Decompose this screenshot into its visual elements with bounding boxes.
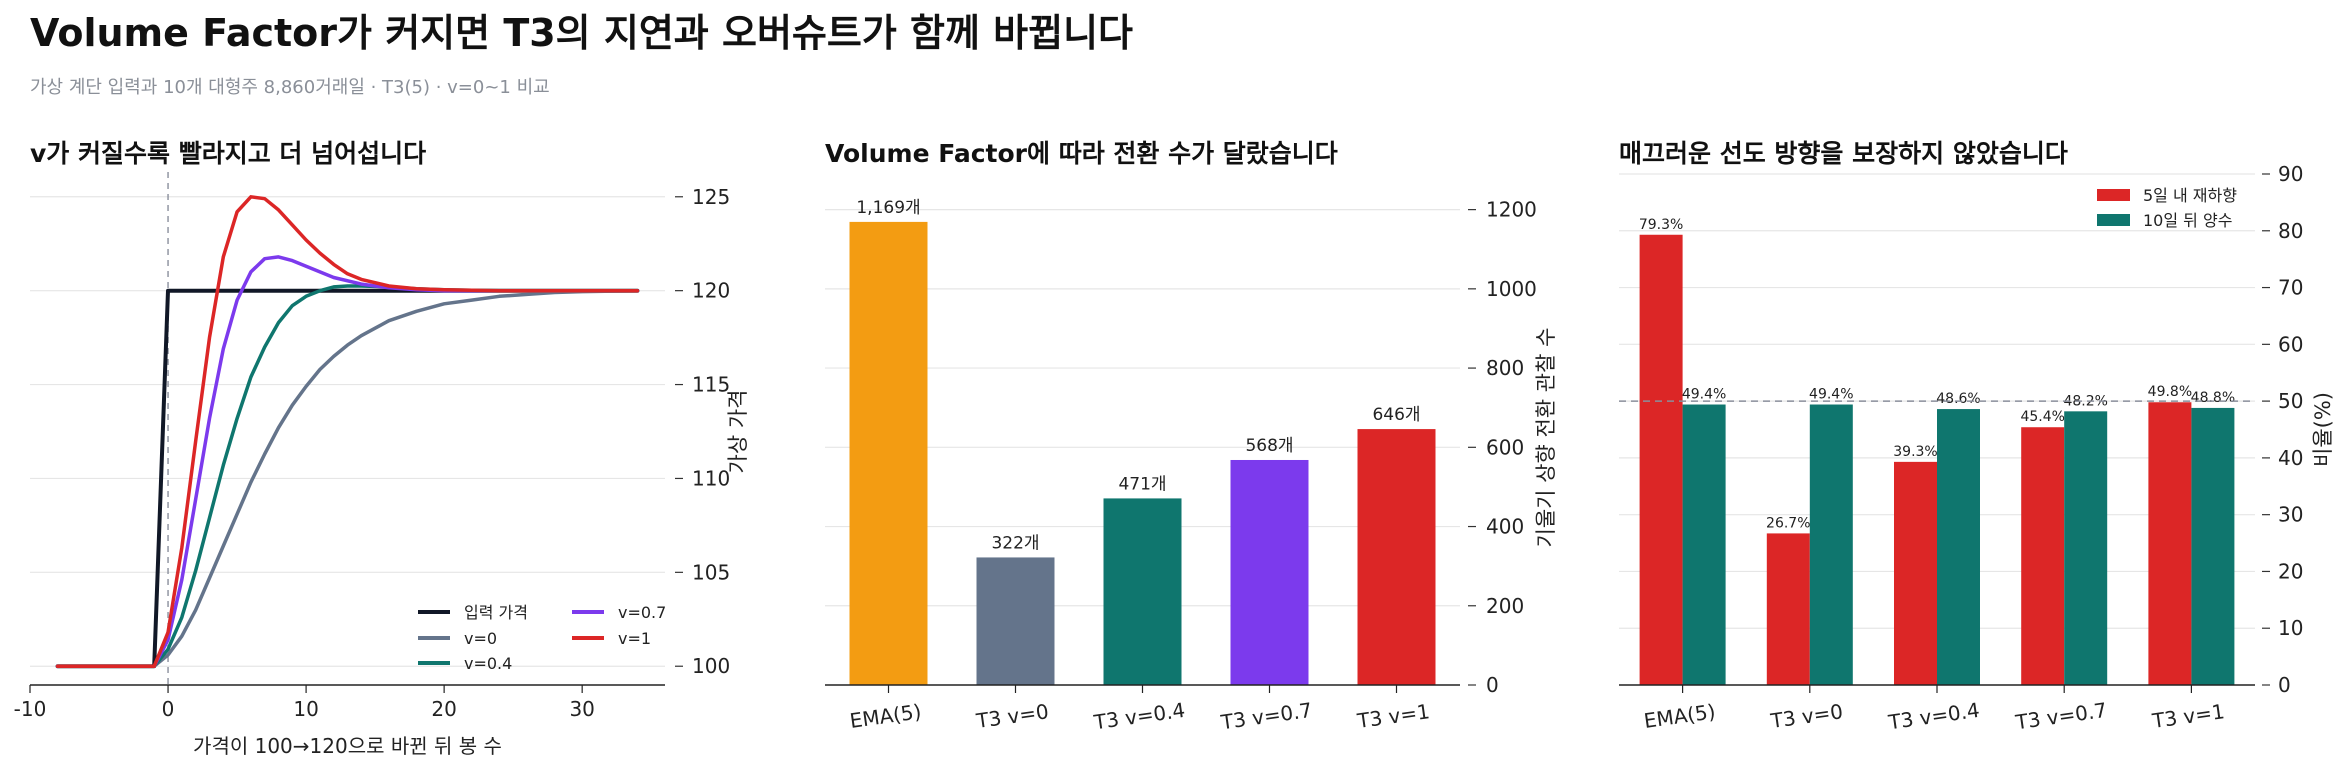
bar-chart-title: Volume Factor에 따라 전환 수가 달랐습니다 (825, 139, 1338, 168)
bar-value-label: 49.4% (1682, 387, 1726, 403)
line-chart-title: v가 커질수록 빨라지고 더 넘어섭니다 (30, 139, 426, 168)
y-tick-label: 40 (2278, 446, 2303, 470)
bar-1 (976, 557, 1055, 685)
bar-red-0 (1639, 234, 1683, 685)
figure-title: Volume Factor가 커지면 T3의 지연과 오버슈트가 함께 바뀝니다 (30, 11, 1133, 55)
bar-teal-4 (2191, 407, 2235, 685)
y-tick-label: 70 (2278, 276, 2303, 300)
y-tick-label: 50 (2278, 389, 2303, 413)
bar-3 (1230, 459, 1309, 685)
y-tick-label: 1000 (1486, 277, 1537, 301)
x-tick-label: T3 v=0 (974, 699, 1050, 733)
y-tick-label: 105 (692, 560, 730, 584)
legend-label-0: 입력 가격 (464, 603, 528, 622)
legend-swatch-0 (2097, 189, 2130, 201)
y-tick-label: 600 (1486, 435, 1524, 459)
bar-value-label: 646개 (1372, 405, 1420, 425)
legend-label-4: v=1 (618, 629, 651, 648)
x-tick-label: T3 v=1 (1355, 699, 1431, 733)
bar-value-label: 48.2% (2063, 393, 2107, 409)
bar-value-label: 471개 (1118, 474, 1166, 494)
legend-label-2: v=0.4 (464, 654, 512, 673)
y-axis-label: 비율(%) (2311, 392, 2335, 467)
x-tick-label: 20 (431, 697, 456, 721)
legend-label-3: v=0.7 (618, 603, 666, 622)
y-tick-label: 80 (2278, 219, 2303, 243)
bar-value-label: 45.4% (2020, 409, 2064, 425)
y-tick-label: 10 (2278, 616, 2303, 640)
bar-value-label: 49.4% (1809, 387, 1853, 403)
y-tick-label: 400 (1486, 515, 1524, 539)
bar-value-label: 1,169개 (856, 198, 920, 218)
y-tick-label: 60 (2278, 332, 2303, 356)
y-axis-label: 가상 가격 (726, 390, 750, 474)
bar-value-label: 568개 (1245, 436, 1293, 456)
bar-value-label: 322개 (991, 533, 1039, 553)
bar-value-label: 39.3% (1893, 444, 1937, 460)
x-tick-label: T3 v=0.4 (1886, 698, 1981, 735)
bar-chart-panel: Volume Factor에 따라 전환 수가 달랐습니다 0 200 400 600… (825, 139, 1558, 734)
bar-teal-2 (1937, 409, 1980, 685)
x-tick-label: T3 v=0.7 (1218, 698, 1313, 735)
line-chart-panel: v가 커질수록 빨라지고 더 넘어섭니다 100105110115120125-… (14, 139, 750, 758)
bar-value-label: 49.8% (2148, 384, 2192, 400)
y-tick-label: 0 (1486, 673, 1499, 697)
x-tick-label: -10 (14, 697, 47, 721)
y-tick-label: 100 (692, 654, 730, 678)
y-tick-label: 110 (692, 466, 730, 490)
x-tick-label: 10 (293, 697, 318, 721)
y-tick-label: 30 (2278, 503, 2303, 527)
x-tick-label: T3 v=0.7 (2013, 698, 2108, 735)
x-tick-label: 30 (569, 697, 594, 721)
y-tick-label: 20 (2278, 559, 2303, 583)
x-tick-label: T3 v=0 (1768, 699, 1844, 733)
bar-2 (1103, 498, 1182, 685)
bar-teal-1 (1809, 404, 1853, 685)
y-tick-label: 115 (692, 373, 730, 397)
bar-teal-0 (1682, 404, 1726, 685)
y-tick-label: 90 (2278, 162, 2303, 186)
bar-red-2 (1894, 461, 1937, 685)
bar-value-label: 26.7% (1766, 515, 1810, 531)
y-axis-label: 기울기 상향 전환 관찰 수 (1534, 328, 1558, 548)
bar-value-label: 48.8% (2191, 390, 2235, 406)
series-line-4 (55, 195, 640, 668)
y-tick-label: 125 (692, 185, 730, 209)
grouped-bar-chart-title: 매끄러운 선도 방향을 보장하지 않았습니다 (1619, 139, 2068, 168)
series-line-3 (55, 255, 640, 668)
x-tick-label: T3 v=1 (2150, 699, 2226, 733)
legend-swatch-1 (2097, 214, 2130, 226)
x-tick-label: 0 (162, 697, 175, 721)
x-tick-label: EMA(5) (848, 699, 923, 733)
bar-teal-3 (2064, 411, 2108, 685)
y-tick-label: 1200 (1486, 198, 1537, 222)
bar-0 (849, 221, 928, 685)
y-tick-label: 120 (692, 279, 730, 303)
series-line-1 (55, 288, 640, 668)
y-tick-label: 200 (1486, 594, 1524, 618)
bar-value-label: 48.6% (1936, 391, 1980, 407)
grouped-bar-chart-panel: 매끄러운 선도 방향을 보장하지 않았습니다 0 10 20 30 40 50 60 70 80… (1619, 139, 2335, 734)
x-tick-label: EMA(5) (1642, 699, 1717, 733)
y-tick-label: 0 (2278, 673, 2291, 697)
x-tick-label: T3 v=0.4 (1091, 698, 1186, 735)
bar-red-3 (2021, 427, 2065, 685)
legend-label-0: 5일 내 재하향 (2143, 186, 2237, 205)
bar-red-1 (1766, 533, 1810, 685)
legend-label-1: 10일 뒤 양수 (2143, 211, 2232, 230)
x-axis-label: 가격이 100→120으로 바뀐 뒤 봉 수 (193, 734, 502, 758)
bar-red-4 (2148, 402, 2192, 685)
figure-subtitle: 가상 계단 입력과 10개 대형주 8,860거래일 · T3(5) · v=0… (30, 77, 550, 98)
legend-label-1: v=0 (464, 629, 497, 648)
bar-value-label: 79.3% (1639, 217, 1683, 233)
y-tick-label: 800 (1486, 356, 1524, 380)
bar-4 (1357, 429, 1436, 685)
